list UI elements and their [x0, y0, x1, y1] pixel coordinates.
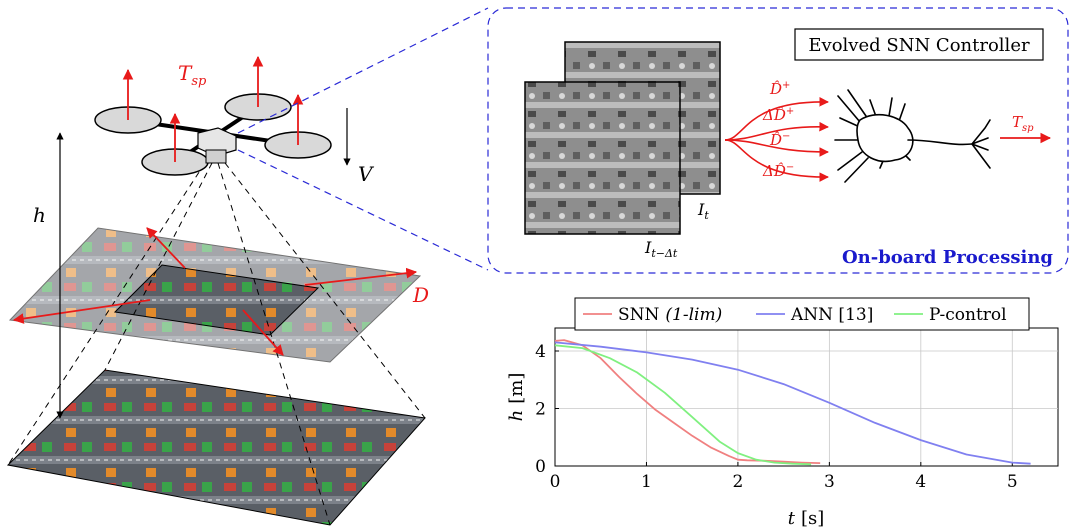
divergence-arrows — [12, 227, 418, 356]
controller-title: Evolved SNN Controller — [808, 35, 1030, 56]
camera-footprint — [113, 264, 320, 336]
legend-box — [574, 297, 1030, 331]
input-label-d-plus: D̂+ — [769, 80, 790, 98]
y-axis-label: h[m] — [506, 373, 527, 422]
input-label-delta-d-plus: ΔD̂+ — [762, 106, 794, 124]
series-lines — [554, 339, 1031, 466]
neuron-icon — [834, 89, 991, 183]
plot-area — [554, 327, 1059, 467]
camera — [205, 149, 227, 164]
x-tick-label: 5 — [1007, 472, 1018, 492]
input-arrows — [724, 96, 829, 182]
x-tick-label: 4 — [915, 472, 926, 492]
series-line-snn — [554, 339, 821, 464]
x-ticks: 0 1 2 3 4 5 — [550, 462, 1018, 492]
y-tick-label: 0 — [535, 457, 546, 477]
series-line-pcontrol — [554, 344, 812, 466]
zoom-lines — [237, 7, 489, 271]
x-tick-label: 1 — [641, 472, 652, 492]
series-line-ann — [554, 341, 1031, 465]
controller-title-box — [794, 28, 1044, 61]
height-label: h — [33, 203, 46, 227]
frame-previous — [524, 81, 681, 235]
processing-caption: On-board Processing — [842, 247, 1053, 268]
height-chart: 0 1 2 3 4 5 0 2 4 t [s] h[m] SNN (1-lim) ANN [13]… — [506, 297, 1059, 529]
processing-frame — [487, 7, 1069, 274]
legend: SNN (1-lim) ANN [13] P-control — [574, 297, 1030, 331]
legend-label-snn: SNN (1-lim) — [618, 305, 722, 325]
drone-body — [197, 127, 237, 157]
y-tick-label: 2 — [535, 400, 546, 420]
ground-plane — [6, 369, 426, 526]
x-tick-label: 0 — [550, 472, 561, 492]
frame-previous-label: It−Δt — [644, 238, 678, 260]
x-tick-label: 2 — [732, 472, 743, 492]
input-labels: D̂+ ΔD̂+ D̂− ΔD̂− — [762, 80, 794, 180]
processing-panel: It It−Δt Evolved SNN Controller D̂+ ΔD̂+… — [487, 7, 1069, 274]
thrust-label: Tsp — [178, 61, 207, 89]
divergence-label: D — [412, 283, 429, 307]
drone-illustration: D h V Tsp — [6, 55, 429, 526]
y-ticks: 0 2 4 — [535, 342, 559, 477]
y-tick-label: 4 — [535, 342, 546, 362]
x-axis-label: t [s] — [788, 508, 825, 529]
x-tick-label: 3 — [824, 472, 835, 492]
legend-label-pcontrol: P-control — [929, 305, 1007, 325]
output-label: Tsp — [1012, 113, 1034, 134]
input-label-d-minus: D̂− — [769, 131, 790, 149]
quadrotor — [94, 93, 332, 176]
legend-label-ann: ANN [13] — [790, 305, 873, 325]
input-label-delta-d-minus: ΔD̂− — [762, 162, 794, 180]
velocity-label: V — [358, 162, 375, 186]
frame-current-label: It — [697, 200, 709, 222]
